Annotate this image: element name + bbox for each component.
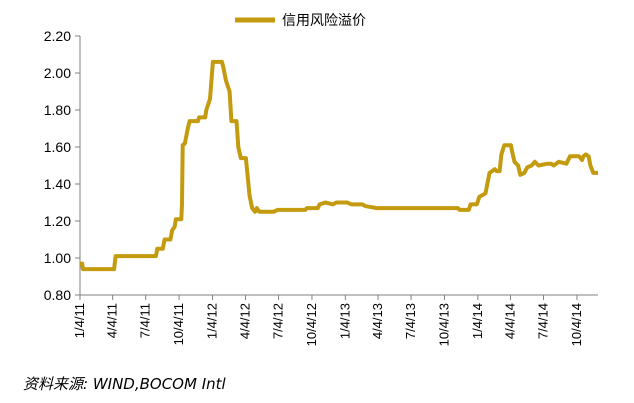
x-tick-label: 1/4/12: [204, 303, 219, 339]
source-note: 资料来源: WIND,BOCOM Intl: [23, 375, 226, 393]
legend-label: 信用风险溢价: [282, 13, 366, 29]
x-axis: 1/4/11 4/4/11 7/4/11 10/4/11 1/4/12 4/4/12 7/4…: [72, 294, 598, 346]
y-tick-label: 1.20: [44, 213, 71, 229]
y-tick-label: 2.00: [44, 65, 71, 81]
series-line: [80, 59, 598, 272]
y-tick-label: 0.80: [44, 287, 71, 303]
x-tick-label: 1/4/13: [337, 303, 352, 339]
x-tick-label: 10/4/12: [304, 303, 319, 346]
x-tick-label: 10/4/11: [171, 303, 186, 345]
plot-area: [80, 59, 598, 272]
y-tick-label: 1.80: [44, 102, 71, 118]
y-axis: 0.80 1.00 1.20 1.40 1.60 1.80 2.00 2.20: [44, 28, 81, 303]
x-tick-label: 7/4/12: [271, 303, 286, 339]
y-tick-label: 1.60: [44, 139, 71, 155]
x-tick-label: 1/4/14: [470, 303, 485, 339]
y-tick-label: 1.40: [44, 176, 71, 192]
y-tick-label: 2.20: [44, 28, 71, 44]
x-tick-label: 4/4/13: [370, 303, 385, 339]
x-tick-label: 7/4/13: [403, 303, 418, 339]
x-tick-label: 10/4/13: [436, 303, 451, 346]
y-tick-label: 1.00: [44, 250, 71, 266]
x-tick-label: 4/4/14: [503, 303, 518, 339]
x-tick-label: 7/4/14: [536, 303, 551, 339]
x-tick-label: 1/4/11: [72, 303, 87, 338]
x-tick-label: 4/4/11: [105, 303, 120, 338]
x-tick-label: 10/4/14: [569, 303, 584, 346]
x-tick-label: 4/4/12: [238, 303, 253, 339]
legend: 信用风险溢价: [235, 13, 366, 29]
x-tick-label: 7/4/11: [138, 303, 153, 338]
